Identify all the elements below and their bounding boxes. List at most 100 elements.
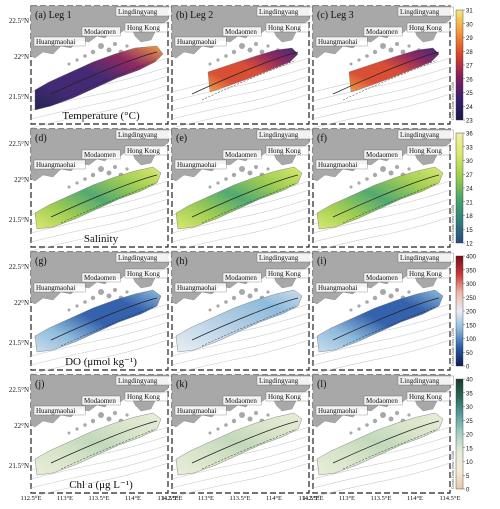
- island: [106, 293, 112, 299]
- y-tick-label: 21.5°N: [9, 216, 29, 224]
- place-label: Modaomen: [84, 397, 116, 405]
- isobath-line: [171, 84, 310, 120]
- island: [83, 177, 87, 181]
- isobath-line: [312, 462, 451, 498]
- island: [224, 300, 228, 304]
- property-contour: [191, 420, 299, 464]
- colorbar-side-label: Ocean Data View / DIVA: [451, 81, 455, 120]
- x-tick-label: 114.5°E: [440, 495, 461, 502]
- place-label: Lingdingyang: [259, 254, 299, 262]
- place-label-box: [265, 22, 309, 33]
- colorbar-tick-label: 0: [466, 488, 470, 494]
- property-contour: [50, 51, 158, 95]
- place-label-box: [33, 159, 86, 170]
- survey-field: [175, 412, 303, 476]
- colorbar-tick-label: 0: [466, 365, 470, 371]
- island: [216, 427, 220, 431]
- colorbar-side-label: Ocean Data View / DIVA: [451, 450, 455, 489]
- place-label: Hong Kong: [268, 393, 301, 401]
- place-label-box: [124, 145, 168, 156]
- place-label: Hong Kong: [409, 24, 442, 32]
- map-panel: Lingdingyang Modaomen Hong Kong Huangmaohai…: [312, 5, 473, 129]
- island: [349, 185, 353, 189]
- panel-label: (k): [176, 379, 188, 390]
- property-contour: [342, 182, 438, 224]
- panel-label: (d): [35, 133, 47, 144]
- place-label: Lingdingyang: [400, 131, 440, 139]
- isobath-line: [30, 198, 169, 234]
- x-tick-label: 113°E: [57, 495, 73, 502]
- colorbar-tick-label: 35: [466, 391, 473, 397]
- place-label: Modaomen: [225, 151, 257, 159]
- island: [75, 304, 79, 308]
- place-label-box: [406, 391, 450, 402]
- place-label: Modaomen: [84, 151, 116, 159]
- y-tick-label: 21.5°N: [9, 462, 29, 470]
- place-label-box: [124, 391, 168, 402]
- isobath-line: [312, 207, 451, 243]
- colorbar: [455, 378, 464, 490]
- island: [231, 295, 237, 301]
- colorbar-tick-label: 250: [466, 296, 477, 302]
- isobath-line: [171, 66, 310, 102]
- place-label-box: [81, 395, 121, 406]
- place-label: Lingdingyang: [400, 254, 440, 262]
- place-label: Modaomen: [84, 274, 116, 282]
- place-label: Modaomen: [366, 151, 398, 159]
- colorbar-tick-label: 150: [466, 323, 477, 329]
- x-tick-label: 113.5°E: [89, 495, 110, 502]
- island: [266, 290, 270, 294]
- survey-field: [316, 412, 444, 476]
- island: [254, 411, 258, 415]
- place-label-box: [222, 272, 262, 283]
- colorbar-tick-label: 25: [466, 419, 473, 425]
- island: [106, 47, 112, 53]
- survey-field: [175, 166, 303, 230]
- variable-label: Chl a (μg L⁻¹): [69, 479, 133, 491]
- place-label: Huangmaohai: [36, 38, 75, 46]
- island: [90, 172, 96, 178]
- place-label-box: [363, 395, 403, 406]
- island: [254, 288, 258, 292]
- island: [231, 172, 237, 178]
- colorbar: [455, 255, 464, 367]
- isobath-line: [171, 93, 310, 129]
- island: [83, 423, 87, 427]
- property-contour: [60, 428, 156, 470]
- isobath-line: [30, 339, 169, 375]
- island: [388, 293, 394, 299]
- y-tick-label: 22°N: [14, 53, 29, 61]
- place-label: Modaomen: [225, 28, 257, 36]
- y-tick-label: 21.5°N: [9, 339, 29, 347]
- island: [395, 165, 399, 169]
- property-contour: [191, 51, 299, 95]
- map-panel: Lingdingyang Modaomen Hong Kong Huangmaohai…: [30, 5, 172, 129]
- colorbar-tick-label: 25: [466, 91, 473, 97]
- isobath-line: [171, 216, 310, 252]
- panel-label: (i): [317, 256, 326, 267]
- island: [67, 431, 71, 435]
- place-label: Hong Kong: [127, 24, 160, 32]
- y-tick-label: 21.5°N: [9, 93, 29, 101]
- place-label: Huangmaohai: [318, 38, 357, 46]
- isobath-line: [171, 444, 310, 480]
- panel-label: (j): [35, 379, 44, 390]
- isobath-line: [171, 462, 310, 498]
- island: [247, 293, 253, 299]
- island: [90, 295, 96, 301]
- place-label-box: [397, 252, 454, 263]
- isobath-line: [171, 339, 310, 375]
- island: [365, 177, 369, 181]
- place-label-box: [81, 149, 121, 160]
- isobath-line: [171, 321, 310, 357]
- place-label-box: [33, 36, 86, 47]
- island: [216, 58, 220, 62]
- island: [67, 185, 71, 189]
- survey-field: [175, 289, 303, 353]
- island: [224, 423, 228, 427]
- survey-field: [34, 45, 164, 111]
- colorbar-side-label: Ocean Data View / DIVA: [451, 327, 455, 366]
- island: [106, 416, 112, 422]
- island: [349, 62, 353, 66]
- island: [239, 289, 245, 295]
